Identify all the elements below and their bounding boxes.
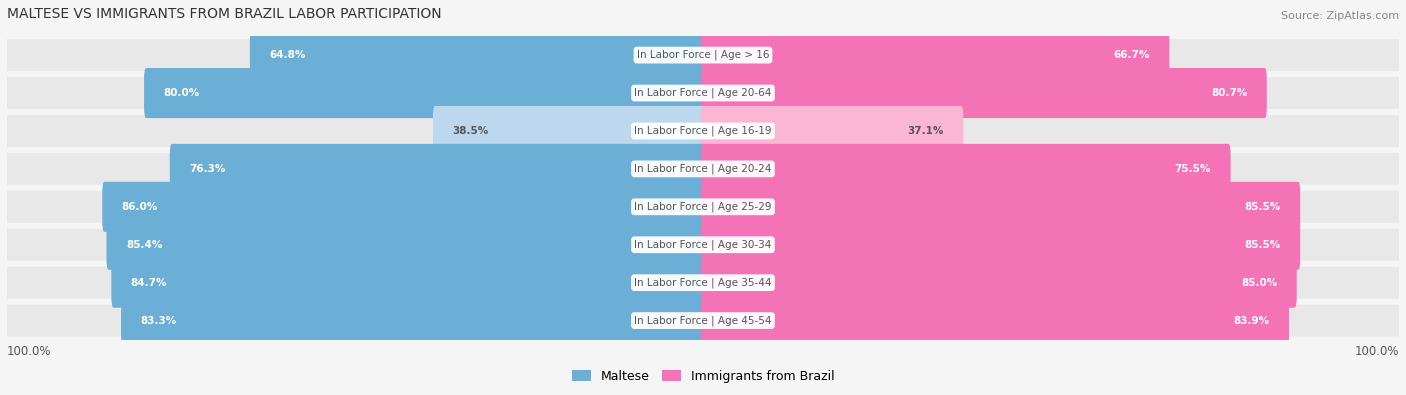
Text: In Labor Force | Age 16-19: In Labor Force | Age 16-19 bbox=[634, 126, 772, 136]
FancyBboxPatch shape bbox=[7, 153, 1399, 185]
Text: 84.7%: 84.7% bbox=[131, 278, 167, 288]
Text: 66.7%: 66.7% bbox=[1114, 50, 1150, 60]
Text: In Labor Force | Age 25-29: In Labor Force | Age 25-29 bbox=[634, 201, 772, 212]
Text: 85.5%: 85.5% bbox=[1244, 202, 1281, 212]
FancyBboxPatch shape bbox=[433, 106, 704, 156]
Text: In Labor Force | Age 30-34: In Labor Force | Age 30-34 bbox=[634, 239, 772, 250]
Text: In Labor Force | Age 20-24: In Labor Force | Age 20-24 bbox=[634, 164, 772, 174]
FancyBboxPatch shape bbox=[7, 115, 1399, 147]
Text: 37.1%: 37.1% bbox=[907, 126, 943, 136]
FancyBboxPatch shape bbox=[107, 220, 704, 270]
Text: 85.5%: 85.5% bbox=[1244, 240, 1281, 250]
Text: In Labor Force | Age 45-54: In Labor Force | Age 45-54 bbox=[634, 315, 772, 326]
Text: 83.9%: 83.9% bbox=[1233, 316, 1270, 325]
Text: 83.3%: 83.3% bbox=[141, 316, 177, 325]
Legend: Maltese, Immigrants from Brazil: Maltese, Immigrants from Brazil bbox=[567, 365, 839, 388]
FancyBboxPatch shape bbox=[7, 39, 1399, 71]
Text: In Labor Force | Age 20-64: In Labor Force | Age 20-64 bbox=[634, 88, 772, 98]
FancyBboxPatch shape bbox=[7, 229, 1399, 261]
FancyBboxPatch shape bbox=[170, 144, 704, 194]
FancyBboxPatch shape bbox=[103, 182, 704, 232]
FancyBboxPatch shape bbox=[702, 68, 1267, 118]
Text: 100.0%: 100.0% bbox=[1354, 345, 1399, 358]
FancyBboxPatch shape bbox=[702, 182, 1301, 232]
FancyBboxPatch shape bbox=[7, 305, 1399, 337]
Text: 86.0%: 86.0% bbox=[122, 202, 157, 212]
Text: 85.4%: 85.4% bbox=[127, 240, 162, 250]
FancyBboxPatch shape bbox=[250, 30, 704, 80]
FancyBboxPatch shape bbox=[7, 267, 1399, 299]
FancyBboxPatch shape bbox=[702, 106, 963, 156]
FancyBboxPatch shape bbox=[702, 30, 1170, 80]
FancyBboxPatch shape bbox=[702, 144, 1230, 194]
FancyBboxPatch shape bbox=[7, 191, 1399, 223]
Text: In Labor Force | Age 35-44: In Labor Force | Age 35-44 bbox=[634, 277, 772, 288]
Text: MALTESE VS IMMIGRANTS FROM BRAZIL LABOR PARTICIPATION: MALTESE VS IMMIGRANTS FROM BRAZIL LABOR … bbox=[7, 7, 441, 21]
FancyBboxPatch shape bbox=[702, 258, 1296, 308]
Text: 100.0%: 100.0% bbox=[7, 345, 52, 358]
Text: 80.0%: 80.0% bbox=[163, 88, 200, 98]
Text: In Labor Force | Age > 16: In Labor Force | Age > 16 bbox=[637, 50, 769, 60]
Text: 64.8%: 64.8% bbox=[270, 50, 305, 60]
FancyBboxPatch shape bbox=[143, 68, 704, 118]
Text: 38.5%: 38.5% bbox=[453, 126, 489, 136]
FancyBboxPatch shape bbox=[7, 77, 1399, 109]
FancyBboxPatch shape bbox=[111, 258, 704, 308]
FancyBboxPatch shape bbox=[702, 295, 1289, 346]
FancyBboxPatch shape bbox=[702, 220, 1301, 270]
FancyBboxPatch shape bbox=[121, 295, 704, 346]
Text: 76.3%: 76.3% bbox=[190, 164, 226, 174]
Text: Source: ZipAtlas.com: Source: ZipAtlas.com bbox=[1281, 11, 1399, 21]
Text: 75.5%: 75.5% bbox=[1175, 164, 1211, 174]
Text: 85.0%: 85.0% bbox=[1241, 278, 1277, 288]
Text: 80.7%: 80.7% bbox=[1211, 88, 1247, 98]
